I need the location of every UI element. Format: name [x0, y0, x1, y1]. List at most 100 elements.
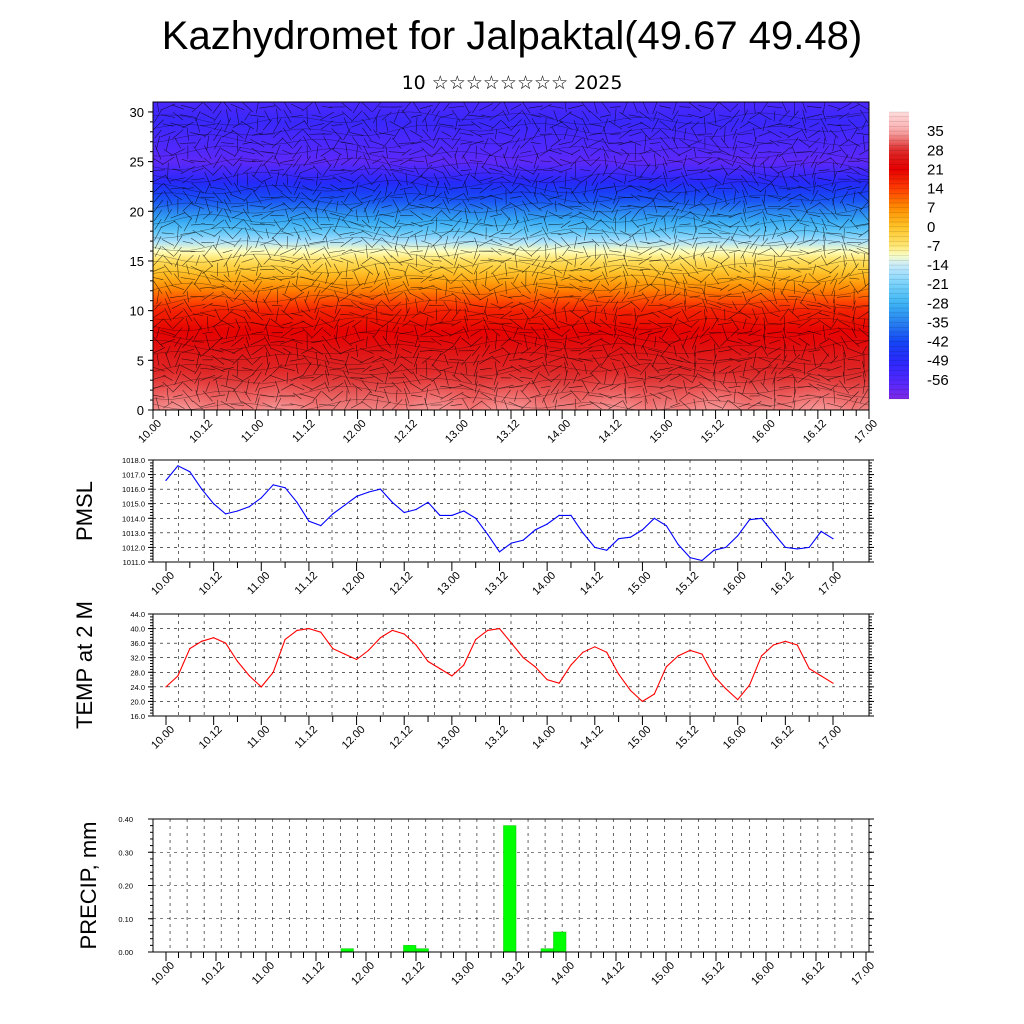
x-tick-label: 12.00	[340, 570, 368, 598]
data-point	[272, 671, 274, 673]
data-point	[189, 648, 191, 650]
x-tick-label: 13.00	[435, 570, 463, 598]
data-point	[558, 682, 560, 684]
colorbar-label: -42	[927, 334, 949, 351]
x-tick-label: 11.00	[250, 960, 277, 987]
data-point	[296, 501, 298, 503]
colorbar-levels	[889, 111, 909, 400]
colorbar-label: -28	[927, 295, 949, 312]
data-point	[403, 511, 405, 514]
y-tick-label: 44.0	[130, 610, 145, 619]
data-point	[594, 546, 596, 549]
x-tick-label: 15.00	[648, 418, 676, 446]
data-point	[225, 642, 227, 644]
contour-line	[153, 134, 869, 149]
data-point	[784, 546, 787, 549]
y-tick-label: 32.0	[130, 654, 145, 663]
data-point	[213, 637, 215, 639]
x-tick-label: 16.00	[750, 418, 778, 446]
y-tick-label: 0.00	[118, 948, 133, 957]
data-point	[248, 675, 250, 677]
contour-line	[153, 214, 869, 228]
data-point	[713, 549, 715, 551]
data-point	[367, 491, 370, 493]
data-point	[344, 504, 346, 506]
x-tick-label: 11.00	[239, 418, 266, 445]
data-point	[379, 488, 381, 490]
y-axis-label: TEMP at 2 M	[72, 601, 97, 729]
data-point	[677, 655, 679, 657]
x-tick-label: 13.12	[483, 724, 511, 752]
y-tick-label: 1016.0	[122, 485, 145, 494]
data-point	[427, 660, 429, 663]
x-tick-label: 11.12	[300, 960, 327, 987]
data-point	[225, 513, 227, 515]
x-tick-label: 10.00	[149, 570, 177, 598]
data-point	[415, 508, 417, 511]
y-tick-label: 36.0	[130, 639, 145, 648]
warm-core	[240, 340, 321, 410]
contour-line	[153, 111, 869, 126]
data-point	[522, 539, 524, 541]
data-point	[498, 551, 501, 553]
y-tick-label: 0.40	[118, 815, 133, 824]
y-axis-label: PRECIP, mm	[76, 822, 101, 950]
contour-line	[153, 168, 869, 183]
data-point	[344, 653, 346, 655]
data-point	[618, 673, 620, 675]
data-point	[510, 642, 512, 644]
data-point	[772, 532, 775, 534]
panel-frame	[152, 459, 870, 563]
x-tick-label: 12.00	[349, 960, 377, 988]
data-point	[534, 666, 536, 668]
x-tick-label: 10.12	[199, 960, 227, 988]
data-point	[356, 658, 358, 661]
x-tick-label: 11.00	[245, 570, 272, 597]
data-point	[832, 682, 834, 684]
warm-core	[153, 340, 219, 410]
x-tick-label: 17.00	[852, 418, 880, 446]
y-tick-label: 25	[130, 155, 144, 170]
data-point	[356, 495, 358, 497]
data-point	[236, 510, 239, 512]
data-point	[213, 503, 215, 505]
x-tick-label: 13.12	[494, 418, 522, 446]
data-point	[189, 471, 191, 473]
y-tick-label: 30	[130, 105, 144, 120]
colorbar-label: -35	[927, 314, 949, 331]
cross-section-plot-area	[153, 102, 869, 410]
data-point	[808, 546, 810, 549]
data-point	[475, 638, 477, 641]
data-point	[403, 633, 405, 635]
data-point	[451, 675, 453, 677]
data-point	[820, 675, 822, 677]
contour-line	[153, 236, 869, 252]
y-tick-label: 1013.0	[122, 529, 145, 538]
y-tick-label: 1014.0	[122, 514, 145, 523]
x-tick-label: 16.12	[799, 960, 827, 988]
data-point	[796, 548, 798, 550]
x-tick-label: 10.00	[136, 418, 164, 446]
data-point	[665, 525, 667, 527]
data-point	[415, 644, 417, 646]
colorbar-label: -7	[927, 238, 940, 255]
data-point	[284, 638, 286, 641]
x-tick-label: 13.12	[499, 960, 527, 988]
y-tick-label: 0.30	[118, 848, 133, 857]
data-point	[284, 487, 286, 489]
y-tick-label: 0	[137, 403, 144, 418]
x-tick-label: 17.00	[816, 724, 844, 752]
colorbar-label: 14	[927, 181, 944, 198]
data-point	[689, 649, 691, 652]
x-tick-label: 14.00	[530, 724, 558, 752]
x-tick-label: 12.12	[392, 418, 420, 446]
contour-line	[153, 225, 869, 240]
x-tick-label: 16.12	[769, 724, 797, 752]
data-point	[606, 549, 608, 551]
colorbar-label: 35	[927, 123, 944, 140]
data-point	[570, 664, 572, 666]
x-tick-label: 10.12	[197, 570, 225, 598]
data-point	[832, 538, 834, 540]
data-point	[629, 689, 632, 692]
data-point	[546, 679, 548, 681]
